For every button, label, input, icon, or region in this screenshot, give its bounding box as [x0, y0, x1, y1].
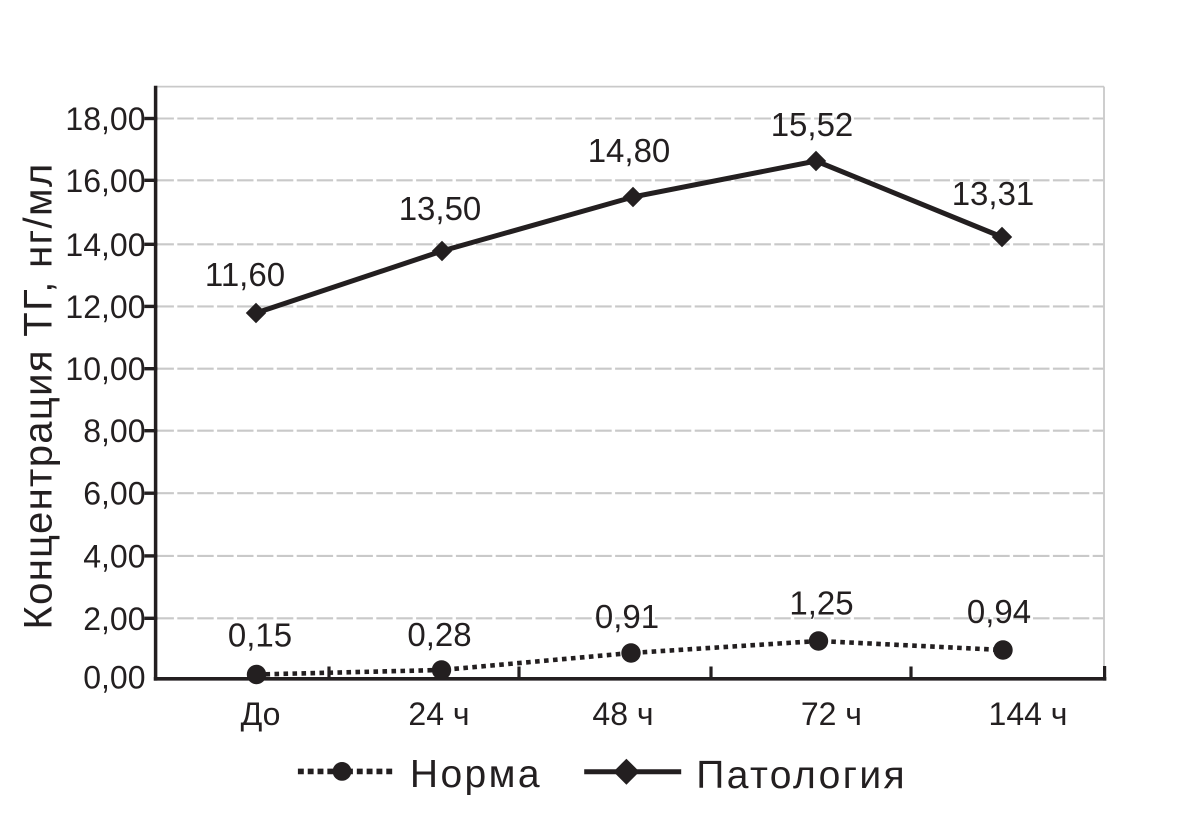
svg-text:18,00: 18,00	[65, 101, 145, 137]
svg-text:13,31: 13,31	[952, 175, 1035, 212]
svg-text:0,28: 0,28	[407, 616, 471, 653]
svg-text:0,00: 0,00	[83, 659, 145, 695]
svg-text:14,00: 14,00	[65, 227, 145, 263]
svg-text:0,15: 0,15	[228, 617, 292, 654]
svg-text:24 ч: 24 ч	[408, 696, 469, 732]
svg-text:1,25: 1,25	[789, 585, 853, 622]
svg-text:2,00: 2,00	[83, 601, 145, 637]
svg-text:13,50: 13,50	[399, 190, 482, 227]
svg-text:15,52: 15,52	[771, 106, 854, 143]
svg-text:Норма: Норма	[410, 753, 542, 796]
svg-text:8,00: 8,00	[83, 413, 145, 449]
svg-text:12,00: 12,00	[65, 289, 145, 325]
svg-text:До: До	[241, 696, 281, 732]
svg-text:48 ч: 48 ч	[592, 696, 653, 732]
svg-text:14,80: 14,80	[588, 132, 671, 169]
svg-text:10,00: 10,00	[65, 351, 145, 387]
svg-text:Патология: Патология	[696, 754, 907, 797]
svg-text:0,94: 0,94	[967, 593, 1031, 630]
svg-text:4,00: 4,00	[83, 538, 145, 574]
svg-text:16,00: 16,00	[65, 163, 145, 199]
svg-text:144 ч: 144 ч	[989, 696, 1068, 732]
svg-text:Концентрация ТГ, нг/мл: Концентрация ТГ, нг/мл	[17, 162, 61, 629]
svg-text:11,60: 11,60	[205, 256, 285, 293]
svg-text:0,91: 0,91	[595, 598, 659, 635]
svg-text:6,00: 6,00	[83, 476, 145, 512]
svg-text:72 ч: 72 ч	[801, 696, 862, 732]
